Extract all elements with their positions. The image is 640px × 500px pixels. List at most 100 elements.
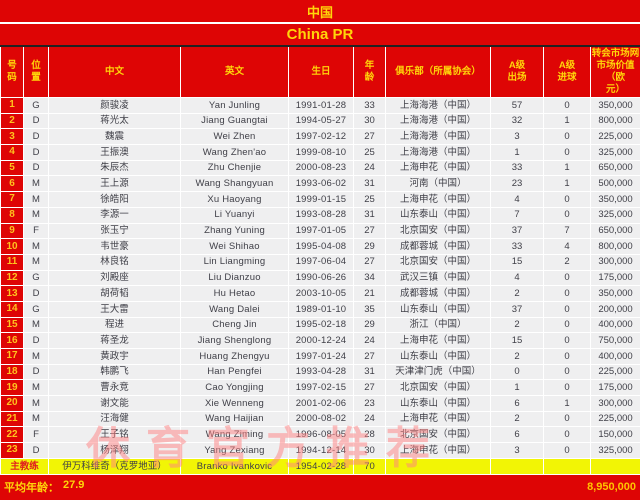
cell-club: 上海申花（中国） — [385, 191, 491, 208]
cell-age: 29 — [353, 238, 386, 255]
cell-age: 27 — [353, 222, 386, 240]
cell-en_name: Hu Hetao — [180, 285, 289, 302]
cell-club: 河南（中国） — [385, 175, 491, 193]
cell-age: 21 — [353, 285, 386, 302]
coach-cell-club — [385, 457, 491, 475]
cell-cn_name: 王子铭 — [48, 426, 181, 444]
header-position: 位 置 — [23, 45, 49, 98]
cell-en_name: Wei Shihao — [180, 238, 289, 255]
header-caps: A级 出场 — [490, 45, 544, 98]
cell-pos: M — [23, 175, 49, 193]
cell-value: 325,000 — [590, 206, 640, 224]
table-row: 21 M 汪海健 Wang Haijian 2000-08-02 24 上海申花（中国） 2 0… — [0, 410, 640, 428]
cell-birthday: 1993-04-28 — [288, 363, 354, 381]
cell-num: 18 — [0, 363, 24, 381]
cell-en_name: Han Pengfei — [180, 363, 289, 381]
cell-caps: 33 — [490, 238, 544, 255]
table-row: 7 M 徐皓阳 Xu Haoyang 1999-01-15 25 上海申花（中国） 4 0 350… — [0, 191, 640, 208]
header-number: 号 码 — [0, 45, 24, 98]
cell-en_name: Xie Wenneng — [180, 395, 289, 412]
cell-pos: G — [23, 97, 49, 114]
header-club: 俱乐部（所属协会） — [385, 45, 491, 98]
cell-goals: 0 — [543, 316, 591, 334]
cell-cn_name: 王大雷 — [48, 300, 181, 318]
cell-caps: 37 — [490, 222, 544, 240]
cell-caps: 2 — [490, 410, 544, 428]
total-market-value: 8,950,000 — [587, 481, 636, 494]
squad-table: 号 码 位 置 中文 英文 生日 年 龄 俱乐部（所属协会） A级 出场 A级 … — [0, 45, 640, 475]
cell-num: 21 — [0, 410, 24, 428]
cell-pos: G — [23, 269, 49, 287]
table-row: 12 G 刘殿座 Liu Dianzuo 1990-06-26 34 武汉三镇（中国） 4 0 1… — [0, 269, 640, 287]
cell-cn_name: 朱辰杰 — [48, 159, 181, 177]
cell-birthday: 2001-02-06 — [288, 395, 354, 412]
cell-goals: 1 — [543, 395, 591, 412]
cell-birthday: 1993-08-28 — [288, 206, 354, 224]
cell-pos: G — [23, 300, 49, 318]
cell-value: 800,000 — [590, 238, 640, 255]
cell-caps: 0 — [490, 363, 544, 381]
cell-caps: 33 — [490, 159, 544, 177]
cell-goals: 0 — [543, 426, 591, 444]
cell-num: 5 — [0, 159, 24, 177]
cell-birthday: 1989-01-10 — [288, 300, 354, 318]
header-row: 号 码 位 置 中文 英文 生日 年 龄 俱乐部（所属协会） A级 出场 A级 … — [0, 45, 640, 98]
table-row: 14 G 王大雷 Wang Dalei 1989-01-10 35 山东泰山（中国） 37 0 2… — [0, 300, 640, 318]
cell-en_name: Cao Yongjing — [180, 379, 289, 397]
cell-num: 14 — [0, 300, 24, 318]
cell-num: 9 — [0, 222, 24, 240]
cell-cn_name: 杨泽翔 — [48, 442, 181, 459]
cell-pos: M — [23, 206, 49, 224]
cell-age: 30 — [353, 442, 386, 459]
cell-value: 350,000 — [590, 285, 640, 302]
cell-birthday: 1997-06-04 — [288, 253, 354, 271]
cell-age: 23 — [353, 395, 386, 412]
cell-value: 500,000 — [590, 175, 640, 193]
average-age: 平均年龄： 27.9 — [4, 479, 84, 495]
cell-en_name: Zhang Yuning — [180, 222, 289, 240]
cell-age: 31 — [353, 175, 386, 193]
cell-birthday: 2003-10-05 — [288, 285, 354, 302]
cell-en_name: Yan Junling — [180, 97, 289, 114]
divider-line — [0, 22, 640, 24]
cell-age: 31 — [353, 206, 386, 224]
cell-cn_name: 张玉宁 — [48, 222, 181, 240]
cell-caps: 4 — [490, 269, 544, 287]
cell-cn_name: 林良铭 — [48, 253, 181, 271]
cell-cn_name: 蒋圣龙 — [48, 332, 181, 349]
cell-cn_name: 韩鹏飞 — [48, 363, 181, 381]
average-age-label: 平均年龄： — [4, 482, 59, 495]
cell-num: 20 — [0, 395, 24, 412]
cell-cn_name: 王上源 — [48, 175, 181, 193]
cell-goals: 0 — [543, 285, 591, 302]
cell-en_name: Yang Zexiang — [180, 442, 289, 459]
cell-club: 上海申花（中国） — [385, 159, 491, 177]
cell-pos: M — [23, 410, 49, 428]
cell-age: 24 — [353, 332, 386, 349]
cell-caps: 4 — [490, 191, 544, 208]
cell-birthday: 1999-01-15 — [288, 191, 354, 208]
cell-club: 北京国安（中国） — [385, 379, 491, 397]
coach-cell-value — [590, 457, 640, 475]
cell-value: 800,000 — [590, 112, 640, 130]
cell-value: 300,000 — [590, 253, 640, 271]
cell-birthday: 1995-02-18 — [288, 316, 354, 334]
table-row: 5 D 朱辰杰 Zhu Chenjie 2000-08-23 24 上海申花（中国） 33 1 6… — [0, 159, 640, 177]
cell-cn_name: 韦世豪 — [48, 238, 181, 255]
cell-club: 上海海港（中国） — [385, 97, 491, 114]
coach-label: 主教练 — [0, 457, 49, 475]
cell-cn_name: 李源一 — [48, 206, 181, 224]
cell-club: 山东泰山（中国） — [385, 395, 491, 412]
cell-caps: 2 — [490, 348, 544, 365]
cell-age: 27 — [353, 348, 386, 365]
cell-club: 上海海港（中国） — [385, 128, 491, 146]
cell-birthday: 2000-08-23 — [288, 159, 354, 177]
cell-value: 175,000 — [590, 269, 640, 287]
cell-pos: D — [23, 285, 49, 302]
coach-cell-cn_name: 伊万科维奇（克罗地亚） — [48, 457, 181, 475]
players-body: 1 G 颜骏凌 Yan Junling 1991-01-28 33 上海海港（中国） 57 0 3… — [0, 97, 640, 475]
table-row: 18 D 韩鹏飞 Han Pengfei 1993-04-28 31 天津津门虎（中国） 0 0… — [0, 363, 640, 381]
cell-caps: 1 — [490, 144, 544, 161]
cell-caps: 1 — [490, 379, 544, 397]
cell-goals: 1 — [543, 159, 591, 177]
